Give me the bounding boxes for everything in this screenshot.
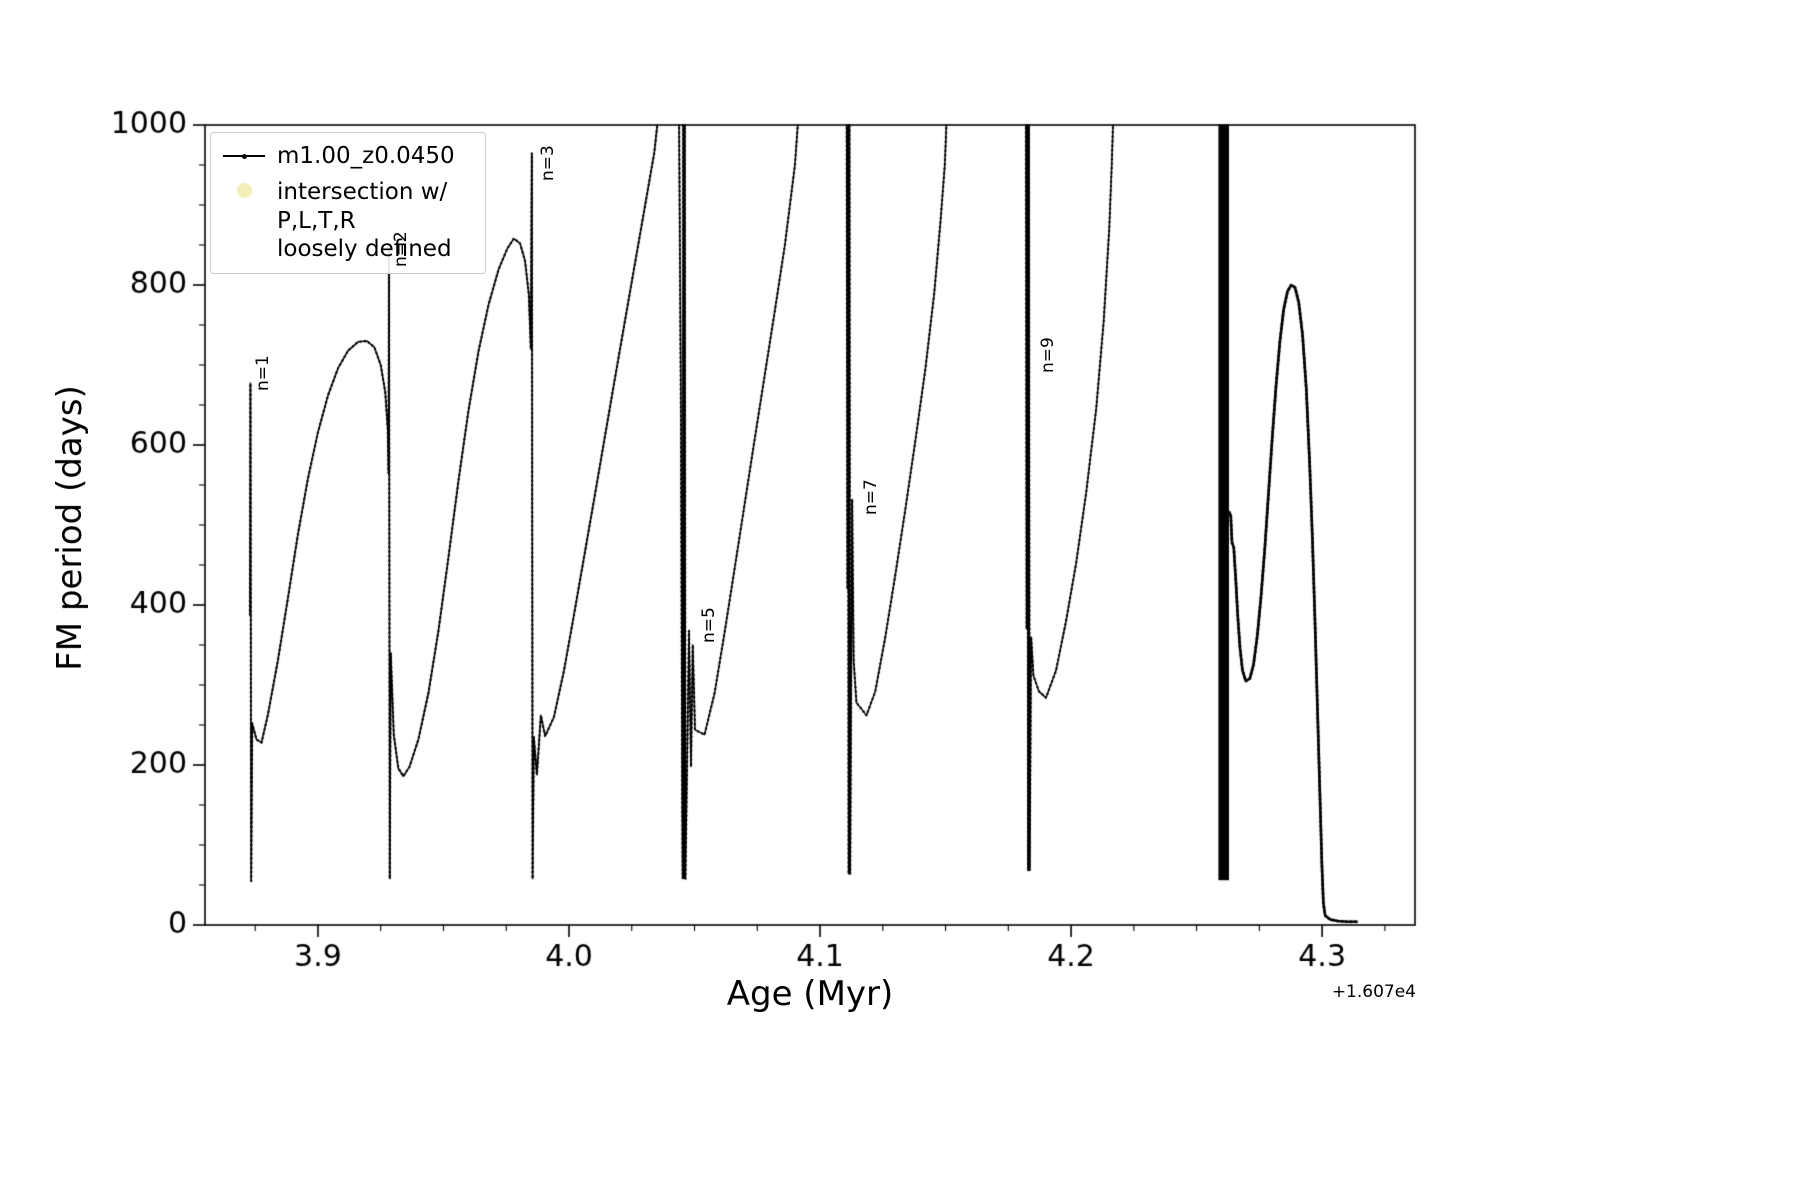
- legend-line-dot-marker: [221, 143, 267, 169]
- legend-label-series: m1.00_z0.0450: [277, 143, 455, 169]
- annotation-n7: n=7: [860, 479, 881, 516]
- legend-label-intersection: intersection w/ P,L,T,R loosely defined: [277, 178, 475, 264]
- legend: m1.00_z0.0450 intersection w/ P,L,T,R lo…: [210, 132, 486, 274]
- legend-intersection-marker: [221, 178, 267, 204]
- annotation-n3: n=3: [537, 145, 558, 181]
- annotation-n5: n=5: [699, 607, 720, 644]
- legend-label-intersection-line2: loosely defined: [277, 236, 452, 263]
- x-axis-offset-text: +1.607e4: [1331, 982, 1416, 1002]
- legend-row-intersection: intersection w/ P,L,T,R loosely defined: [221, 178, 475, 264]
- x-axis-label: Age (Myr): [726, 974, 894, 1014]
- y-axis-label: FM period (days): [50, 385, 90, 671]
- intersection-dot-icon: [236, 183, 252, 199]
- annotation-n1: n=1: [253, 354, 274, 391]
- legend-dot-icon: [241, 153, 247, 159]
- annotation-n2: n=2: [390, 231, 411, 268]
- legend-row-series: m1.00_z0.0450: [221, 142, 475, 171]
- legend-label-intersection-line1: intersection w/ P,L,T,R: [277, 178, 448, 234]
- annotation-n9: n=9: [1037, 337, 1058, 373]
